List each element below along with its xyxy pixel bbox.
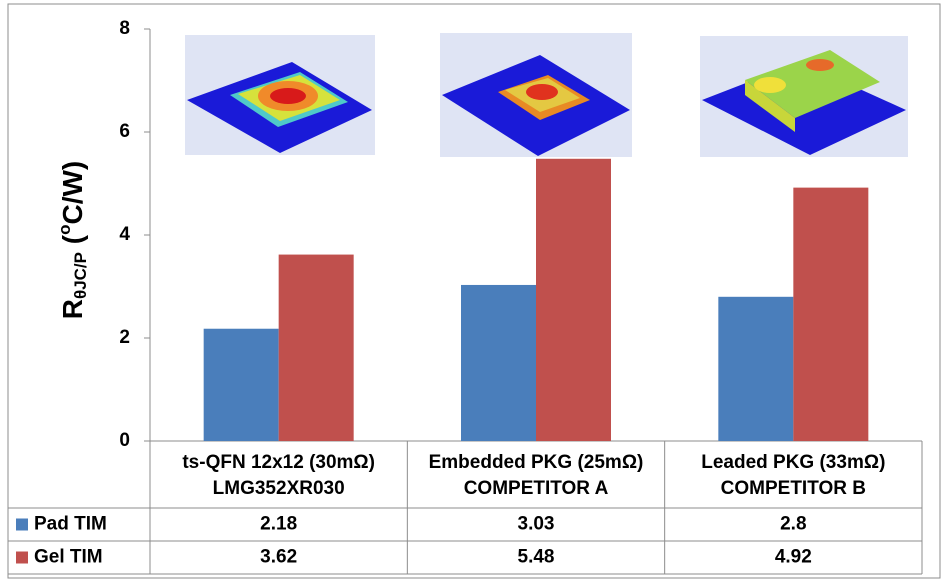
table-value: 2.18 (260, 514, 297, 535)
legend-label: Pad TIM (34, 514, 107, 535)
legend-label: Gel TIM (34, 547, 103, 568)
x-tick-label: Embedded PKG (25mΩ) (429, 452, 644, 473)
y-label-part: o (55, 225, 74, 235)
bar (279, 255, 354, 441)
bar (793, 188, 868, 441)
y-label-part: R (57, 299, 88, 319)
chart: RθJC/P (oC/W) 0 2 4 6 8 ts-QFN 12x12 (30mΩ) LM… (0, 0, 942, 581)
bar (536, 159, 611, 441)
bar (461, 285, 536, 441)
y-label-part: θJC/P (71, 252, 90, 299)
x-tick-label: Leaded PKG (33mΩ) (701, 452, 885, 473)
y-label-part: C/W) (57, 161, 88, 225)
x-tick-label: COMPETITOR B (721, 478, 866, 499)
bar (718, 297, 793, 441)
y-label-part: ( (57, 234, 88, 252)
package-image (440, 33, 632, 157)
legend-swatch (16, 552, 28, 564)
x-tick-label: LMG352XR030 (213, 478, 345, 499)
bar (204, 329, 279, 441)
y-axis-label: RθJC/P (oC/W) (55, 161, 90, 319)
y-tick-label: 0 (119, 430, 130, 451)
legend-swatch (16, 519, 28, 531)
y-tick-label: 6 (119, 121, 130, 142)
x-tick-label: COMPETITOR A (464, 478, 609, 499)
table-value: 4.92 (775, 547, 812, 568)
package-image (700, 36, 908, 157)
package-image (185, 35, 375, 155)
y-tick-label: 8 (119, 18, 130, 39)
table-value: 3.03 (518, 514, 555, 535)
x-tick-label: ts-QFN 12x12 (30mΩ) (182, 452, 375, 473)
y-tick-label: 2 (119, 327, 130, 348)
table-value: 2.8 (780, 514, 806, 535)
table-value: 5.48 (518, 547, 555, 568)
table-value: 3.62 (260, 547, 297, 568)
y-tick-label: 4 (119, 224, 130, 245)
